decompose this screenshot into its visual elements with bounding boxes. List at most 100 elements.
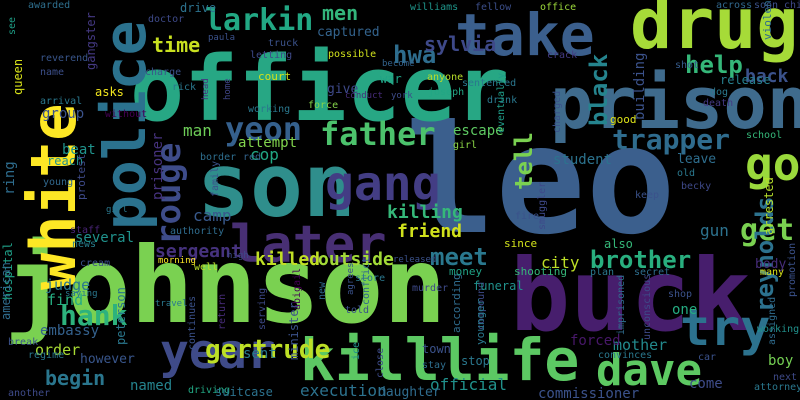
word-take: take bbox=[455, 1, 595, 69]
word-york: york bbox=[391, 91, 413, 101]
word-promotion: promotion bbox=[787, 243, 798, 297]
word-death: death bbox=[703, 98, 733, 109]
word-time: time bbox=[152, 33, 200, 57]
word-mother: mother bbox=[613, 336, 667, 354]
word-protest: protest bbox=[75, 154, 88, 200]
word-break: break bbox=[8, 337, 38, 348]
word-outside: outside bbox=[318, 249, 394, 270]
word-officer: officer bbox=[130, 37, 509, 142]
word-hwa: hwa bbox=[393, 41, 436, 69]
word-american: american bbox=[0, 262, 13, 320]
word-awarded: awarded bbox=[28, 0, 70, 11]
word-yeon: yeon bbox=[225, 110, 302, 148]
word-name: name bbox=[40, 67, 64, 78]
word-try: try bbox=[680, 299, 770, 357]
word-student: student bbox=[553, 152, 612, 168]
word-official: official bbox=[430, 375, 507, 394]
word-unconscious: unconscious bbox=[642, 274, 653, 340]
word-across: across bbox=[716, 0, 752, 11]
word-cream: cream bbox=[80, 258, 110, 269]
word-shooting: shooting bbox=[514, 265, 567, 278]
word-office: office bbox=[540, 2, 576, 13]
word-come: come bbox=[689, 376, 723, 392]
word-without: without bbox=[105, 109, 147, 120]
word-police: police bbox=[91, 20, 159, 230]
word-gun: gun bbox=[700, 221, 729, 240]
word-buck: buck bbox=[510, 237, 751, 354]
word-friend: friend bbox=[397, 221, 462, 242]
word-sylvia: sylvia bbox=[424, 32, 496, 56]
word-killing: killing bbox=[387, 202, 463, 223]
word-meet: meet bbox=[430, 243, 488, 271]
word-order: order bbox=[35, 341, 80, 359]
word-old: old bbox=[677, 168, 695, 179]
word-johnson: johnson bbox=[4, 225, 447, 347]
word-tell: tell bbox=[510, 132, 538, 190]
word-building: building bbox=[632, 53, 648, 120]
word-close: close bbox=[375, 348, 386, 378]
word-abigail: abigail bbox=[292, 268, 303, 310]
word-reverend: reverend bbox=[40, 53, 88, 64]
word-smuggler: smuggler bbox=[537, 182, 548, 230]
word-assigned: assigned bbox=[767, 297, 778, 345]
word-serving: serving bbox=[257, 288, 268, 330]
word-possible: possible bbox=[328, 49, 376, 60]
word-continues: continues bbox=[187, 296, 198, 350]
word-ice: ice bbox=[351, 342, 362, 360]
word-execution: execution bbox=[300, 381, 387, 400]
word-anyone: anyone bbox=[427, 72, 463, 83]
word-red: red bbox=[243, 152, 261, 163]
word-money: money bbox=[449, 265, 482, 278]
word-letting: letting bbox=[250, 50, 292, 61]
word-rick: rick bbox=[172, 82, 196, 93]
word-year: year bbox=[160, 324, 276, 380]
word-williams: williams bbox=[410, 2, 458, 13]
word-hospital: hospital bbox=[1, 242, 15, 300]
word-white: white bbox=[17, 103, 90, 290]
word-war: war bbox=[380, 72, 402, 86]
word-court: court bbox=[258, 70, 291, 83]
word-morning: morning bbox=[158, 256, 196, 266]
word-convinces: convinces bbox=[598, 350, 652, 361]
word-dog: dog bbox=[710, 87, 728, 98]
word-killlife: killlife bbox=[300, 326, 579, 394]
word-fire: fire bbox=[515, 211, 539, 222]
word-embassy: embassy bbox=[40, 323, 99, 339]
word-arrival: arrival bbox=[40, 96, 82, 107]
word-later: later bbox=[230, 215, 387, 275]
word-leave: leave bbox=[677, 152, 716, 167]
word-attorney: attorney bbox=[754, 382, 800, 393]
word-charge: charge bbox=[145, 67, 181, 78]
word-attempt: attempt bbox=[238, 135, 297, 151]
word-family: family bbox=[210, 161, 221, 197]
word-brother: brother bbox=[590, 246, 691, 274]
word-dave: dave bbox=[596, 345, 702, 396]
word-plan: plan bbox=[590, 267, 614, 278]
word-young: young bbox=[43, 177, 73, 188]
word-stay: stay bbox=[422, 360, 446, 371]
word-go: go bbox=[745, 137, 800, 191]
word-return: return bbox=[217, 294, 228, 330]
word-leo: leo bbox=[405, 94, 676, 268]
word-fellow: fellow bbox=[475, 2, 512, 13]
word-prison: prison bbox=[550, 61, 800, 145]
word-larkin: larkin bbox=[205, 3, 313, 38]
word-daughter: daughter bbox=[378, 385, 441, 400]
word-arrested: arrested bbox=[762, 177, 776, 235]
word-cop: cop bbox=[250, 145, 279, 164]
word-news: news bbox=[72, 239, 96, 250]
word-according: according bbox=[450, 273, 463, 333]
word-rouge: rouge bbox=[149, 143, 189, 245]
word-working: working bbox=[248, 104, 290, 115]
word-become: become bbox=[382, 59, 415, 69]
word-stop: stop bbox=[461, 354, 490, 368]
word-crack: crack bbox=[547, 50, 577, 61]
word-truck: truck bbox=[268, 38, 298, 49]
word-father: father bbox=[320, 115, 436, 153]
word-forced: forced bbox=[570, 333, 621, 349]
word-group: group bbox=[42, 106, 84, 122]
word-another: another bbox=[8, 388, 50, 399]
word-soon: soon bbox=[754, 0, 778, 11]
word-back: back bbox=[745, 66, 789, 87]
